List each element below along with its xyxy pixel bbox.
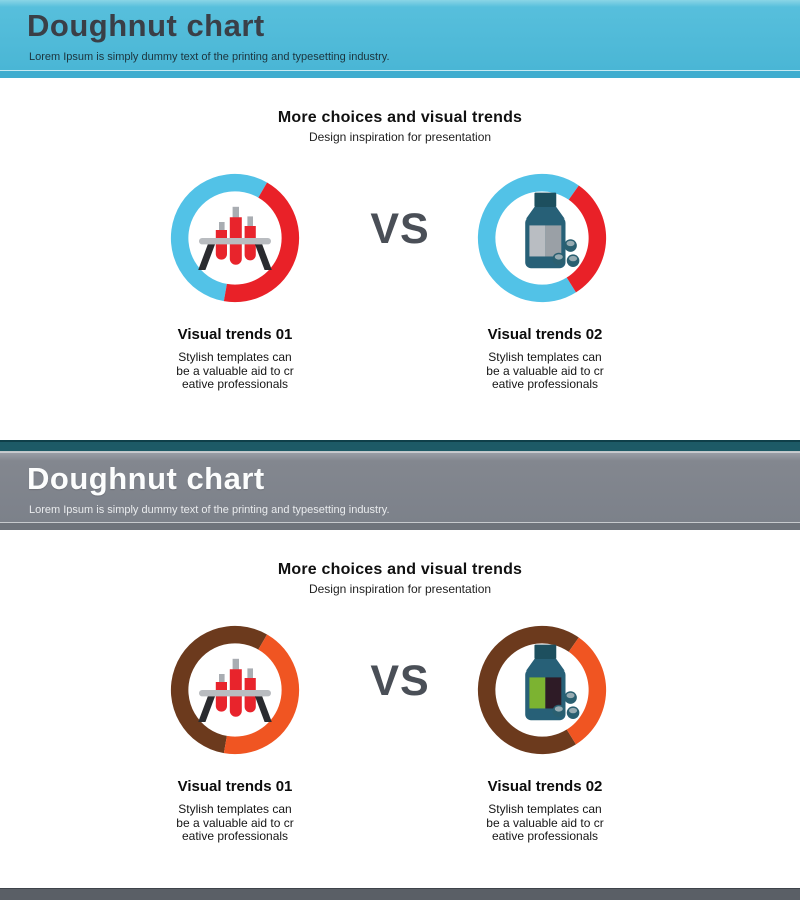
section-subheading: Design inspiration for presentation bbox=[308, 582, 492, 596]
ring-segment-main bbox=[477, 625, 579, 755]
bottle-cap bbox=[534, 644, 557, 659]
trend-title: Visual trends 02 bbox=[487, 778, 603, 795]
rack-bar bbox=[199, 690, 271, 697]
pill-highlight bbox=[554, 706, 563, 712]
rack-leg bbox=[198, 696, 215, 722]
slide-doughnut-chart-gray: Doughnut chart Lorem Ipsum is simply dum… bbox=[0, 452, 800, 888]
tube-cap bbox=[247, 668, 253, 679]
rack-bar bbox=[199, 238, 271, 245]
ring-segment-accent bbox=[223, 634, 300, 755]
tube-cap bbox=[232, 658, 239, 670]
doughnut-ring bbox=[170, 173, 300, 303]
slide-header: Doughnut chart Lorem Ipsum is simply dum… bbox=[0, 0, 800, 70]
trend-description: Stylish templates can be a valuable aid … bbox=[430, 802, 660, 844]
slide-subtitle: Lorem Ipsum is simply dummy text of the … bbox=[29, 51, 390, 63]
trend-description: Stylish templates can be a valuable aid … bbox=[430, 350, 660, 392]
medicine-bottle-icon bbox=[503, 643, 587, 737]
slide-title: Doughnut chart bbox=[27, 461, 265, 496]
trend-description: Stylish templates can be a valuable aid … bbox=[120, 350, 350, 392]
ring-segment-main bbox=[477, 173, 579, 303]
slide-header: Doughnut chart Lorem Ipsum is simply dum… bbox=[0, 452, 800, 523]
section-heading: More choices and visual trends bbox=[277, 561, 523, 578]
trend-title: Visual trends 01 bbox=[177, 778, 293, 795]
trend-description-line: be a valuable aid to cr bbox=[486, 815, 604, 830]
ring-segment-main bbox=[170, 173, 268, 302]
test-tube-rack-icon bbox=[195, 201, 275, 275]
header-bottom-edge bbox=[0, 70, 800, 78]
pill-highlight bbox=[554, 254, 563, 260]
trend-description-line: Stylish templates can bbox=[178, 802, 292, 816]
ring-segment-accent bbox=[566, 637, 607, 745]
trend-description-line: eative professionals bbox=[491, 377, 599, 391]
pill-highlight bbox=[566, 240, 575, 247]
ring-segment-accent bbox=[566, 185, 607, 293]
bottle-neck bbox=[526, 206, 565, 219]
slide-subtitle: Lorem Ipsum is simply dummy text of the … bbox=[29, 504, 390, 516]
bottle-label-left bbox=[529, 225, 546, 257]
trend-description-line: be a valuable aid to cr bbox=[176, 815, 294, 830]
rack-leg bbox=[198, 244, 215, 270]
trend-caption-left: Visual trends 01 Stylish templates can b… bbox=[120, 778, 350, 844]
trend-description-line: be a valuable aid to cr bbox=[486, 363, 604, 378]
pill-highlight bbox=[569, 255, 578, 262]
page-footer-bar bbox=[0, 888, 800, 900]
ring-segment-main bbox=[170, 625, 268, 754]
doughnut-ring bbox=[477, 173, 607, 303]
section-subheading: Design inspiration for presentation bbox=[308, 130, 492, 144]
doughnut-chart-left bbox=[167, 170, 303, 306]
trend-description-line: Stylish templates can bbox=[488, 802, 602, 816]
test-tube bbox=[215, 682, 227, 712]
bottle-cap bbox=[534, 192, 557, 207]
header-bottom-edge bbox=[0, 522, 800, 530]
slide-doughnut-chart-blue: Doughnut chart Lorem Ipsum is simply dum… bbox=[0, 0, 800, 440]
doughnut-chart-right bbox=[474, 622, 610, 758]
trend-caption-right: Visual trends 02 Stylish templates can b… bbox=[430, 326, 660, 392]
test-tube-rack-icon bbox=[195, 653, 275, 727]
vs-label: VS bbox=[370, 657, 430, 705]
slide-divider-bar bbox=[0, 440, 800, 452]
trend-description-line: eative professionals bbox=[491, 829, 599, 843]
doughnut-chart-left bbox=[167, 622, 303, 758]
trend-description-line: eative professionals bbox=[181, 377, 289, 391]
doughnut-ring bbox=[170, 625, 300, 755]
trend-caption-right: Visual trends 02 Stylish templates can b… bbox=[430, 778, 660, 844]
bottle-label-left bbox=[529, 677, 546, 709]
vs-label: VS bbox=[370, 205, 430, 253]
trend-description-line: eative professionals bbox=[181, 829, 289, 843]
tube-cap bbox=[219, 222, 225, 232]
tube-cap bbox=[232, 206, 239, 218]
slide-title: Doughnut chart bbox=[27, 8, 265, 43]
trend-description-line: Stylish templates can bbox=[488, 350, 602, 364]
medicine-bottle-icon bbox=[503, 191, 587, 285]
test-tube bbox=[215, 230, 227, 260]
section-heading: More choices and visual trends bbox=[277, 109, 523, 126]
trend-caption-left: Visual trends 01 Stylish templates can b… bbox=[120, 326, 350, 392]
bottle-neck bbox=[526, 658, 565, 671]
trend-title: Visual trends 01 bbox=[177, 326, 293, 343]
trend-title: Visual trends 02 bbox=[487, 326, 603, 343]
rack-leg bbox=[255, 696, 272, 722]
tube-cap bbox=[247, 216, 253, 227]
trend-description-line: Stylish templates can bbox=[178, 350, 292, 364]
pill-highlight bbox=[566, 692, 575, 699]
bottle-label-right bbox=[545, 677, 562, 709]
trend-description-line: be a valuable aid to cr bbox=[176, 363, 294, 378]
ring-segment-accent bbox=[223, 182, 300, 303]
doughnut-chart-right bbox=[474, 170, 610, 306]
tube-cap bbox=[219, 674, 225, 684]
bottle-label-right bbox=[545, 225, 562, 257]
rack-leg bbox=[255, 244, 272, 270]
doughnut-ring bbox=[477, 625, 607, 755]
trend-description: Stylish templates can be a valuable aid … bbox=[120, 802, 350, 844]
pill-highlight bbox=[569, 707, 578, 714]
